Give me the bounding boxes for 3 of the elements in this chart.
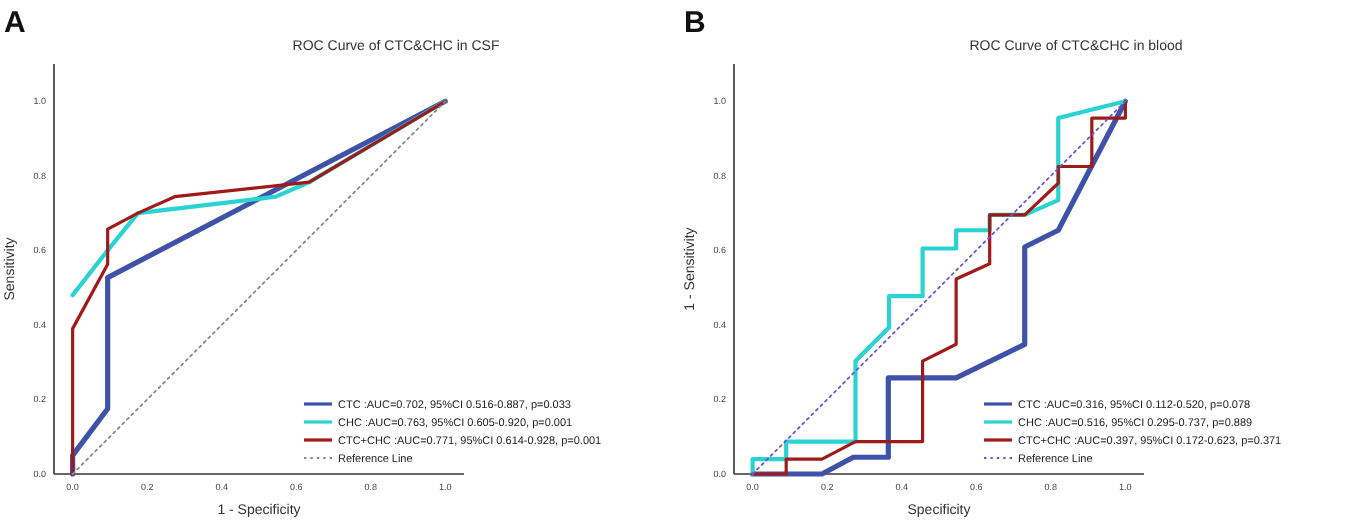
text: B [684,6,706,40]
text: A [4,6,26,40]
line-series [70,99,448,298]
